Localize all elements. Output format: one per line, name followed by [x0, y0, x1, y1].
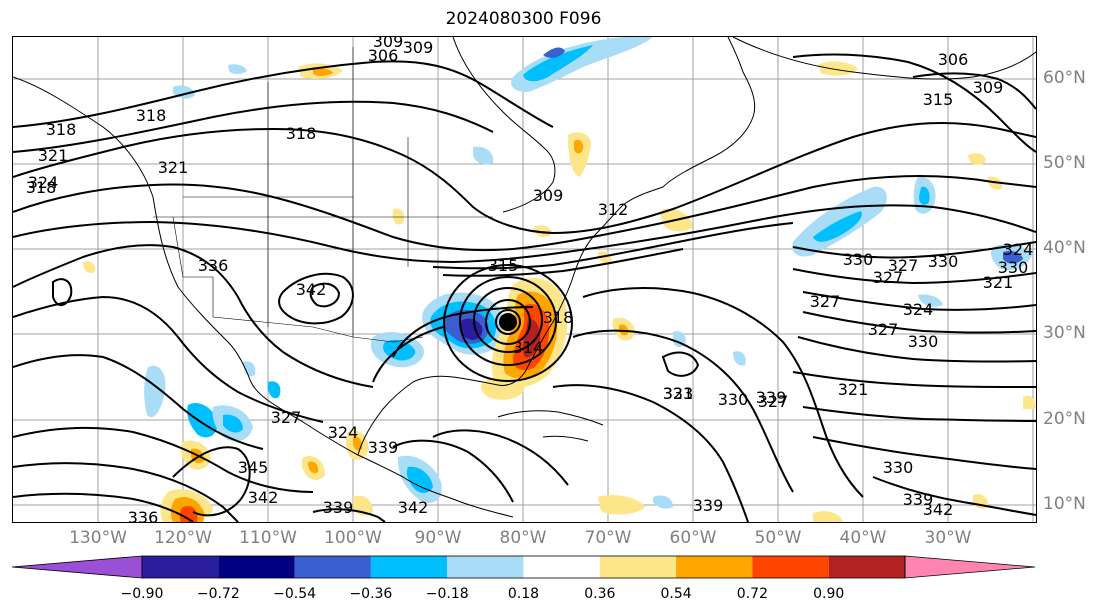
contour-label: 330: [998, 258, 1029, 277]
contour-label: 327: [888, 256, 919, 275]
contour-label: 321: [158, 158, 189, 177]
map-canvas: 3063093093063093183183153183213243213183…: [13, 37, 1036, 522]
contour-label: 318: [286, 124, 317, 143]
contour-labels: 3063093093063093183183153183213243213183…: [26, 37, 1034, 522]
lat-label: 20°N: [1043, 409, 1086, 429]
contour-label: 342: [398, 498, 429, 517]
contour-label: 342: [923, 500, 954, 519]
contour-label: 306: [368, 46, 399, 65]
lon-label: 120°W: [154, 528, 212, 548]
lon-label: 100°W: [324, 528, 382, 548]
colorbar-segment: [752, 556, 829, 578]
plot-title: 2024080300 F096: [445, 9, 602, 29]
colorbar-segment: [218, 556, 295, 578]
contour-label: 330: [883, 458, 914, 477]
lon-label: 70°W: [584, 528, 632, 548]
colorbar-tick: 0.90: [813, 586, 845, 602]
contour-label: 318: [26, 178, 57, 197]
contour-label: 345: [238, 458, 269, 477]
lon-label: 50°W: [754, 528, 802, 548]
lat-label: 10°N: [1043, 494, 1086, 514]
lat-label: 30°N: [1043, 323, 1086, 343]
colorbar-segment: [142, 556, 219, 578]
contour-label: 312: [598, 200, 629, 219]
contour-label: 342: [296, 280, 327, 299]
contour-label: 318: [136, 106, 167, 125]
lat-label: 60°N: [1043, 68, 1086, 88]
contour-label: 327: [758, 392, 789, 411]
contour-label: 327: [271, 408, 302, 427]
contour-label: 309: [533, 186, 564, 205]
contour-label: 309: [403, 38, 434, 57]
contour-label: 315: [923, 90, 954, 109]
contour-label: 327: [810, 292, 841, 311]
contour-label: 327: [873, 268, 904, 287]
colorbar-tick: 0.54: [660, 586, 692, 602]
contour-label: 324: [328, 423, 359, 442]
contour-label: 330: [928, 252, 959, 271]
contour-label: 306: [938, 50, 969, 69]
contour-label: 336: [198, 256, 229, 275]
lon-label: 80°W: [499, 528, 547, 548]
colorbar-tick: −0.54: [273, 586, 317, 602]
contour-label: 324: [1003, 240, 1034, 259]
contour-label: 339: [693, 496, 724, 515]
contour-label: 330: [908, 332, 939, 351]
contour-label: 339: [368, 438, 399, 457]
contour-label: 330: [718, 390, 749, 409]
colorbar-tick: −0.18: [425, 586, 469, 602]
colorbar-tick: −0.72: [196, 586, 240, 602]
colorbar-max-arrow: [904, 555, 1036, 579]
colorbar-segment: [370, 556, 448, 578]
contour-label: 339: [323, 498, 354, 517]
colorbar-segment: [523, 556, 600, 578]
colorbar-segment: [676, 556, 753, 578]
contour-label: 321: [38, 146, 69, 165]
lon-label: 110°W: [239, 528, 297, 548]
contour-label: 318: [46, 120, 77, 139]
lat-label: 50°N: [1043, 153, 1086, 173]
colorbar-tick: 0.36: [584, 586, 616, 602]
contour-label: 309: [973, 78, 1004, 97]
contour-label: 315: [488, 256, 519, 275]
colorbar-outline: [141, 555, 906, 579]
lat-label: 40°N: [1043, 238, 1086, 258]
contour-label: 321: [983, 273, 1014, 292]
colorbar-segment: [828, 556, 905, 578]
colorbar-min-arrow: [11, 555, 143, 579]
contour-label: 324: [903, 300, 934, 319]
contour-label: 309: [373, 37, 404, 51]
lon-label: 60°W: [669, 528, 717, 548]
contour-label: 321: [838, 380, 869, 399]
colorbar-tick: −0.90: [120, 586, 164, 602]
colorbar-segment: [294, 556, 371, 578]
contour-label: 342: [248, 488, 279, 507]
contour-label: 333: [663, 384, 694, 403]
colorbar-tick: −0.36: [349, 586, 393, 602]
colorbar: [11, 555, 1036, 579]
colorbar-tick: 0.18: [507, 586, 540, 602]
contour-label: 336: [128, 508, 159, 522]
lon-label: 30°W: [924, 528, 972, 548]
contour-label: 339: [903, 490, 934, 509]
lon-label: 40°W: [839, 528, 887, 548]
lon-label: 90°W: [414, 528, 462, 548]
colorbar-segment: [447, 556, 524, 578]
low-pressure-center: [499, 313, 517, 331]
contour-lines: [13, 53, 1036, 522]
contour-label: 327: [868, 320, 899, 339]
contour-label: 339: [756, 388, 787, 407]
contour-label: 324: [28, 173, 59, 192]
colorbar-segment: [599, 556, 677, 578]
lon-label: 130°W: [69, 528, 127, 548]
contour-label: 321: [663, 384, 694, 403]
contour-label: 314: [513, 338, 544, 357]
contour-label: 318: [543, 308, 574, 327]
colorbar-tick: 0.72: [736, 586, 768, 602]
contour-label: 330: [843, 250, 874, 269]
map-panel[interactable]: 3063093093063093183183153183213243213183…: [12, 36, 1037, 523]
